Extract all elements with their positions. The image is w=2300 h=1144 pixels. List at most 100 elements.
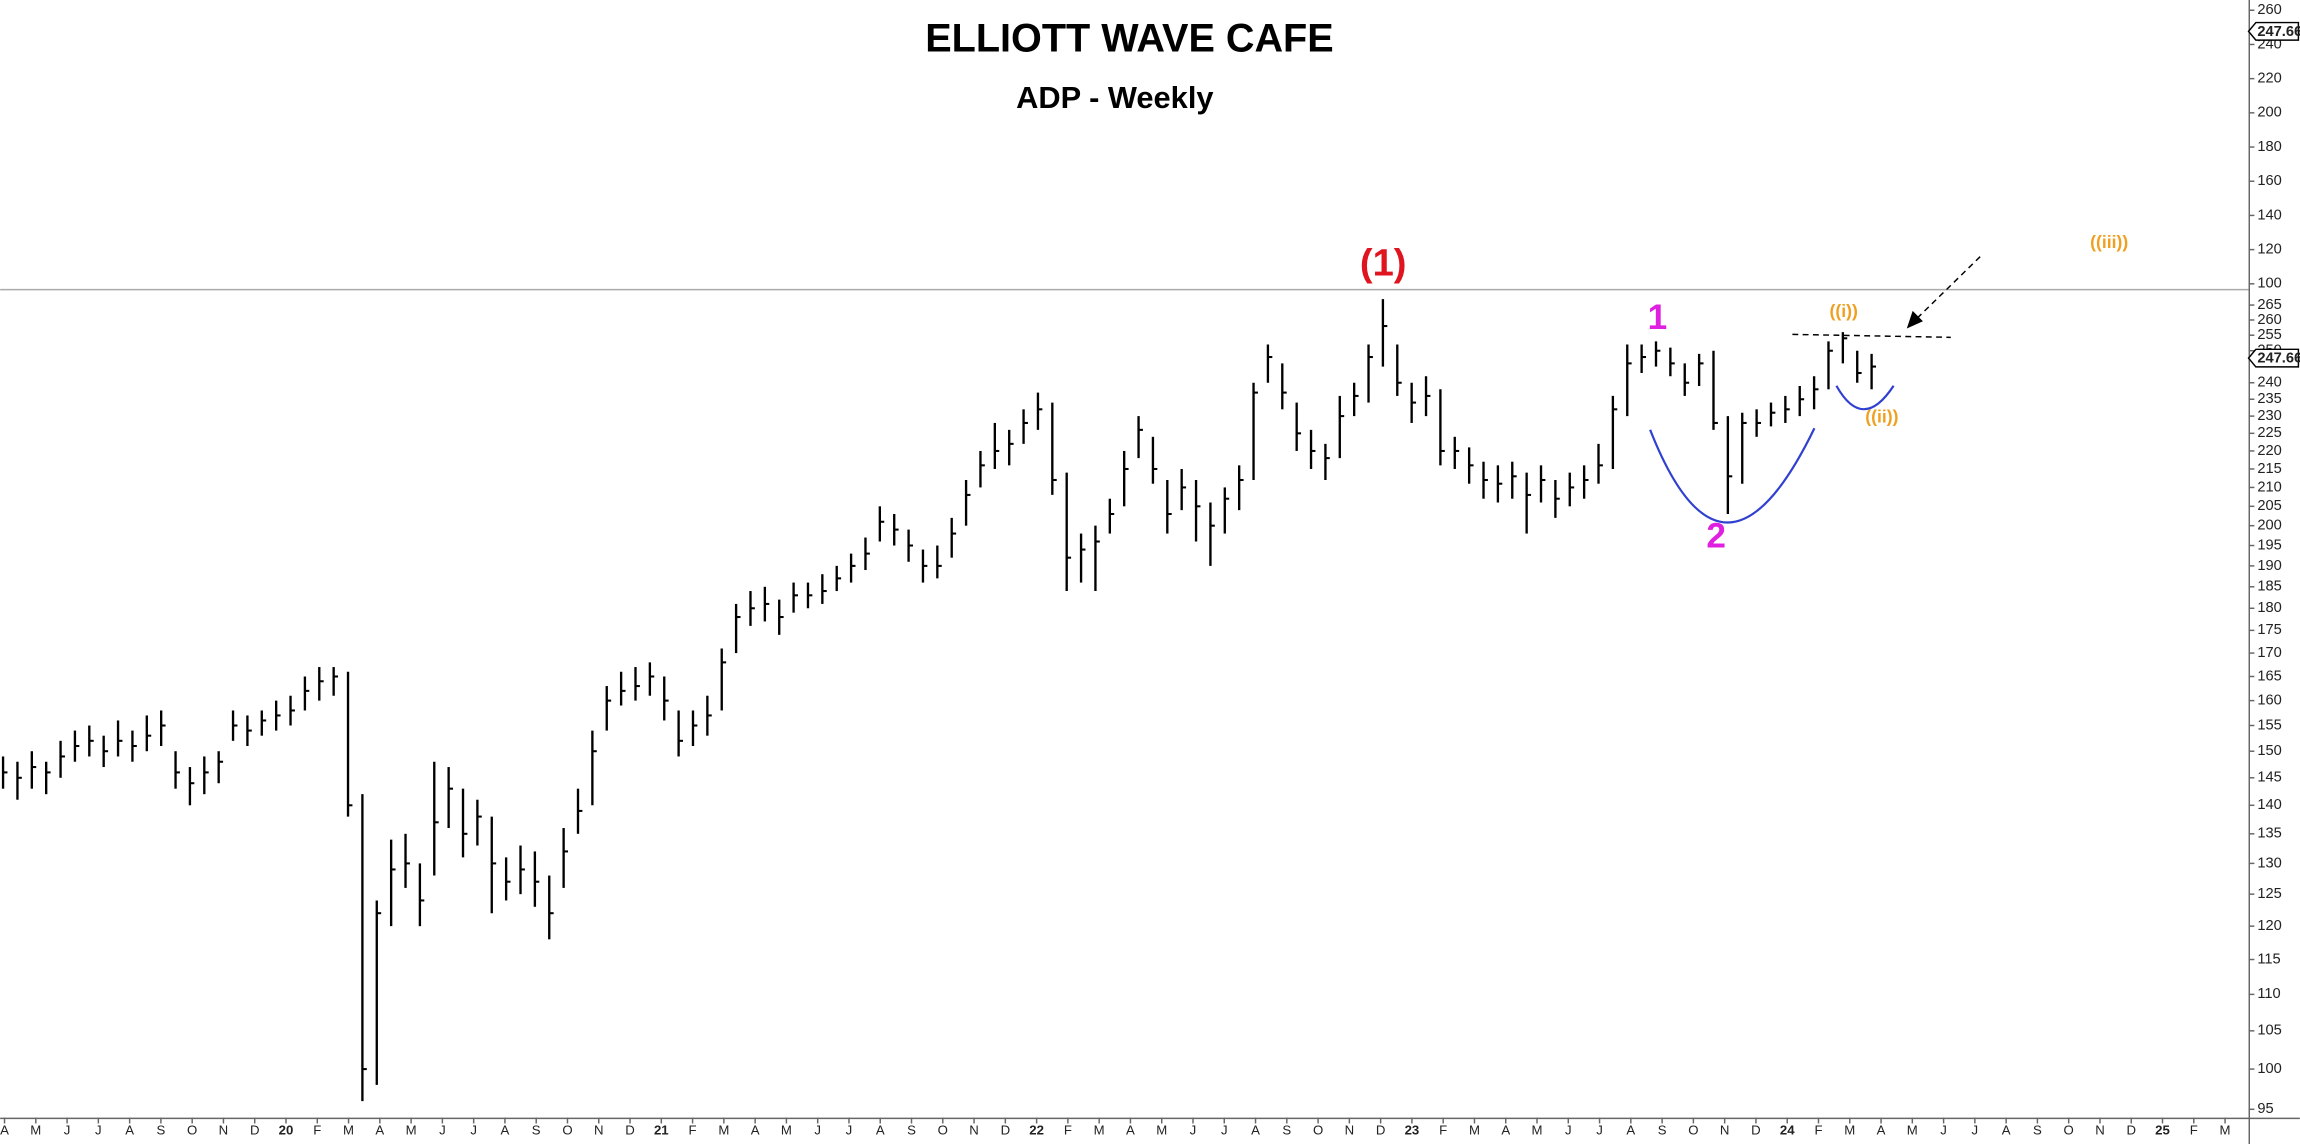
y-tick-label: 145 (2257, 770, 2281, 786)
y-tick-label: 100 (2257, 276, 2281, 292)
y-tick-label: 110 (2257, 986, 2280, 1002)
x-tick-label: J (814, 1122, 821, 1137)
x-tick-label: J (1972, 1122, 1979, 1137)
x-tick-label: D (1751, 1122, 1761, 1137)
x-tick-label: M (718, 1122, 729, 1137)
x-tick-label: O (562, 1122, 572, 1137)
y-tick-label: 105 (2257, 1023, 2281, 1039)
x-tick-label: 25 (2155, 1122, 2170, 1137)
wave-label: 2 (1706, 517, 1726, 556)
x-tick-label: N (1345, 1122, 1355, 1137)
y-tick-label: 195 (2257, 537, 2281, 553)
y-tick-label: 190 (2257, 558, 2281, 574)
x-tick-label: 20 (279, 1122, 294, 1137)
y-tick-label: 140 (2257, 207, 2281, 223)
x-tick-label: F (689, 1122, 697, 1137)
wave-curve (1649, 427, 1816, 524)
y-tick-label: 185 (2257, 579, 2281, 595)
x-tick-label: N (1720, 1122, 1730, 1137)
y-tick-label: 210 (2257, 479, 2281, 495)
x-tick-label: S (157, 1122, 166, 1137)
x-tick-label: S (1658, 1122, 1667, 1137)
y-tick-label: 100 (2257, 1061, 2281, 1077)
x-tick-label: D (2126, 1122, 2136, 1137)
y-tick-label: 235 (2257, 391, 2281, 407)
x-tick-label: F (2190, 1122, 2198, 1137)
y-tick-label: 215 (2257, 461, 2281, 477)
y-tick-label: 160 (2257, 173, 2281, 189)
y-tick-label: 255 (2257, 327, 2281, 343)
y-tick-label: 265 (2257, 297, 2281, 313)
x-tick-label: J (1190, 1122, 1197, 1137)
x-tick-label: O (1688, 1122, 1698, 1137)
x-tick-label: D (1376, 1122, 1386, 1137)
x-tick-label: J (64, 1122, 71, 1137)
x-tick-label: A (1251, 1122, 1260, 1137)
y-tick-label: 165 (2257, 668, 2281, 684)
x-tick-label: J (1596, 1122, 1603, 1137)
y-tick-label: 120 (2257, 241, 2281, 257)
y-tick-label: 155 (2257, 717, 2281, 733)
x-tick-label: N (969, 1122, 979, 1137)
x-tick-label: M (1156, 1122, 1167, 1137)
x-tick-label: A (1626, 1122, 1635, 1137)
y-tick-label: 140 (2257, 797, 2281, 813)
y-tick-label: 115 (2257, 951, 2280, 967)
x-tick-label: S (532, 1122, 541, 1137)
wave-label: ((i)) (1830, 301, 1858, 321)
x-tick-label: M (1094, 1122, 1105, 1137)
x-tick-label: M (30, 1122, 41, 1137)
x-tick-label: A (2002, 1122, 2011, 1137)
wave-label: (1) (1360, 242, 1407, 285)
x-tick-label: O (2064, 1122, 2074, 1137)
x-tick-label: A (375, 1122, 384, 1137)
y-tick-label: 120 (2257, 918, 2281, 934)
y-tick-label: 160 (2257, 692, 2281, 708)
y-tick-label: 220 (2257, 443, 2281, 459)
x-tick-label: J (1565, 1122, 1572, 1137)
y-tick-label: 135 (2257, 826, 2281, 842)
wave-label: 1 (1648, 298, 1668, 337)
x-tick-label: M (781, 1122, 792, 1137)
y-tick-label: 130 (2257, 855, 2281, 871)
x-tick-label: A (1877, 1122, 1886, 1137)
y-tick-label: 180 (2257, 139, 2281, 155)
x-tick-label: J (470, 1122, 477, 1137)
x-tick-label: M (406, 1122, 417, 1137)
y-tick-label: 220 (2257, 71, 2281, 87)
y-tick-label: 200 (2257, 518, 2281, 534)
x-tick-label: A (1126, 1122, 1135, 1137)
x-tick-label: J (439, 1122, 446, 1137)
price-tag-label: 247.66 (2257, 351, 2300, 367)
x-tick-label: M (2220, 1122, 2231, 1137)
x-tick-label: O (187, 1122, 197, 1137)
x-tick-label: S (2033, 1122, 2042, 1137)
x-tick-label: 21 (654, 1122, 669, 1137)
x-tick-label: S (1282, 1122, 1291, 1137)
x-tick-label: D (1001, 1122, 1011, 1137)
x-tick-label: A (0, 1122, 9, 1137)
x-tick-label: 22 (1029, 1122, 1044, 1137)
x-tick-label: M (343, 1122, 354, 1137)
y-tick-label: 180 (2257, 600, 2281, 616)
arrow-head (1906, 310, 1923, 329)
x-tick-label: M (1532, 1122, 1543, 1137)
x-tick-label: O (1313, 1122, 1323, 1137)
arrow (1915, 256, 1981, 321)
x-tick-label: 23 (1405, 1122, 1420, 1137)
x-tick-label: N (594, 1122, 604, 1137)
y-tick-label: 200 (2257, 105, 2281, 121)
x-tick-label: A (501, 1122, 510, 1137)
price-tag-label: 247.66 (2257, 24, 2300, 40)
x-tick-label: F (1064, 1122, 1072, 1137)
x-tick-label: A (1501, 1122, 1510, 1137)
x-tick-label: D (250, 1122, 260, 1137)
x-tick-label: J (95, 1122, 102, 1137)
wave-label: ((iii)) (2090, 232, 2128, 252)
x-tick-label: A (751, 1122, 760, 1137)
y-tick-label: 260 (2257, 2, 2281, 18)
x-tick-label: S (907, 1122, 916, 1137)
y-tick-label: 240 (2257, 375, 2281, 391)
